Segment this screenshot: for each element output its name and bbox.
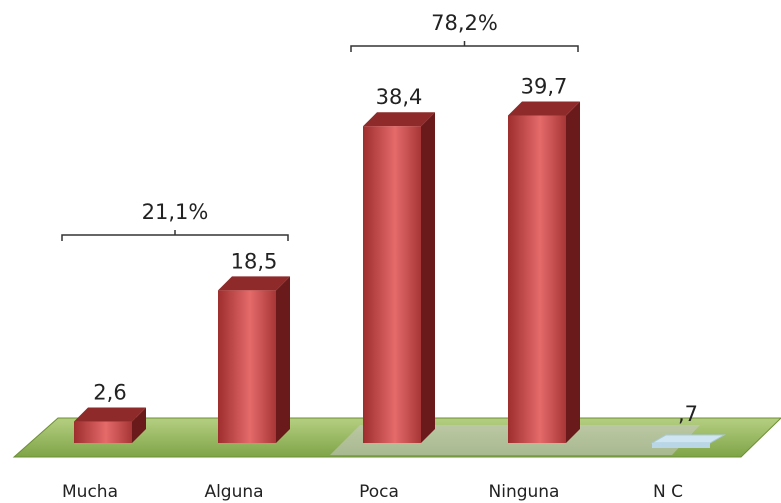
bar-ninguna (508, 101, 580, 443)
bracket-line (350, 41, 579, 52)
bar-top (363, 112, 435, 127)
group-bracket: 21,1% (61, 200, 289, 241)
value-label: 39,7 (521, 74, 568, 98)
bracket-line (61, 230, 289, 241)
value-label: 2,6 (93, 381, 126, 405)
category-label: Mucha (62, 482, 118, 502)
group-label: 21,1% (142, 200, 209, 224)
category-axis: Mucha Alguna Poca Ninguna N C (62, 482, 683, 502)
bar-side (421, 112, 435, 443)
bar-alguna (218, 276, 290, 443)
category-label: Ninguna (489, 482, 560, 502)
bar-side (276, 276, 290, 443)
bar-top (74, 407, 146, 422)
bar-front (218, 290, 276, 443)
category-label: Alguna (204, 482, 263, 502)
value-label: ,7 (678, 402, 698, 426)
bar-mucha (74, 407, 146, 443)
group-brackets: 21,1% 78,2% (61, 11, 579, 241)
category-label: N C (653, 482, 683, 502)
bar-front (74, 421, 132, 443)
bar-side (566, 101, 580, 443)
bar-top (508, 101, 580, 116)
bar-n-c (650, 434, 726, 448)
bar-front (508, 115, 566, 443)
group-label: 78,2% (431, 11, 498, 35)
bar-top (218, 276, 290, 291)
value-labels: 2,6 18,5 38,4 39,7 ,7 (93, 74, 698, 426)
bars (74, 101, 726, 448)
bar-front (363, 126, 421, 443)
value-label: 38,4 (376, 85, 423, 109)
bar-poca (363, 112, 435, 443)
bar-front (652, 443, 710, 448)
value-label: 18,5 (231, 249, 278, 273)
bar-side (132, 407, 146, 443)
category-label: Poca (359, 482, 399, 502)
group-bracket: 78,2% (350, 11, 579, 52)
